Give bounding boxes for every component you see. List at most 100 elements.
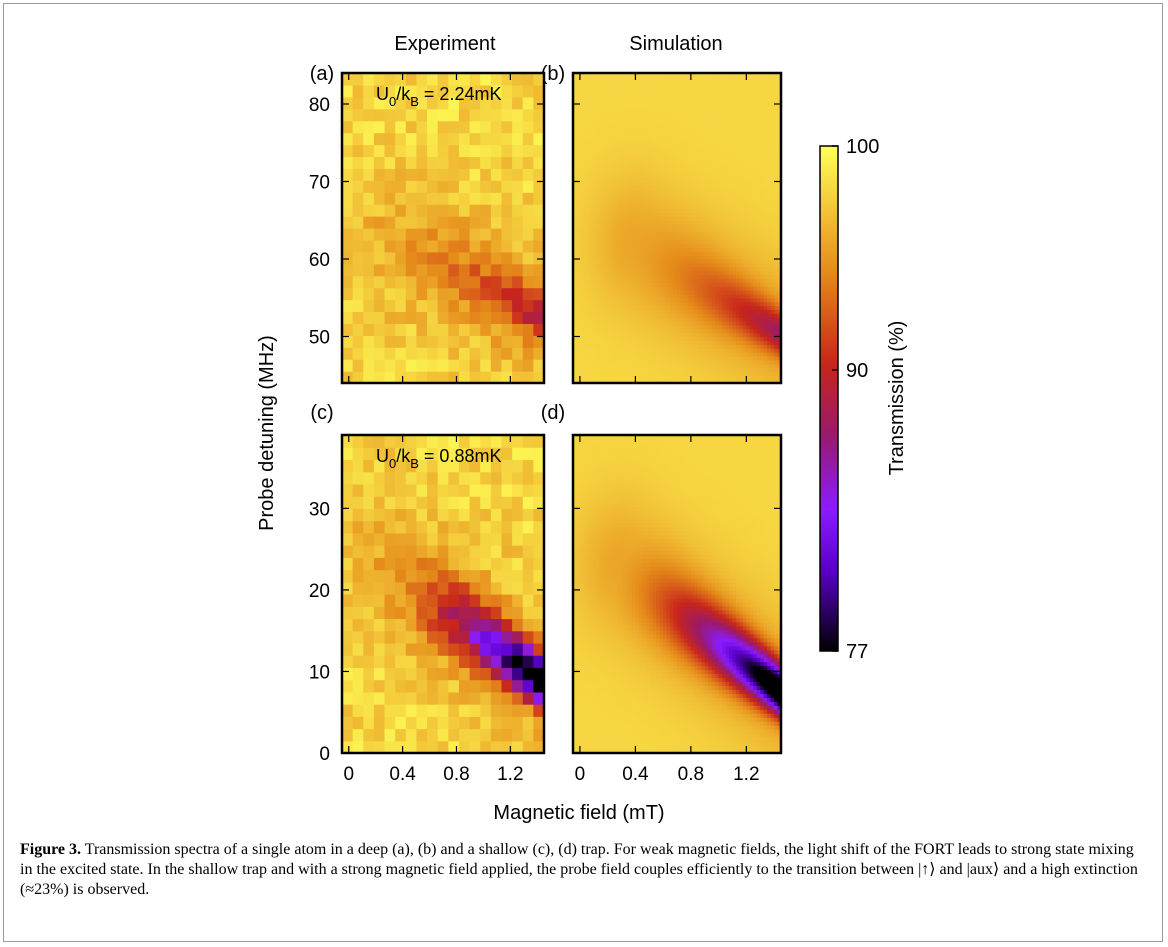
heatmap-cell bbox=[573, 119, 578, 124]
heatmap-cell bbox=[673, 270, 678, 276]
heatmap-cell bbox=[725, 231, 730, 237]
heatmap-cell bbox=[749, 135, 754, 140]
heatmap-cell bbox=[725, 344, 730, 349]
heatmap-cell bbox=[607, 231, 612, 237]
heatmap-cell bbox=[715, 162, 720, 167]
heatmap-cell bbox=[729, 104, 734, 109]
heatmap-cell bbox=[621, 142, 626, 148]
heatmap-cell bbox=[749, 251, 754, 256]
heatmap-cell bbox=[611, 111, 616, 117]
heatmap-cell bbox=[715, 290, 720, 295]
heatmap-cell bbox=[711, 266, 716, 272]
heatmap-cell bbox=[680, 123, 685, 128]
heatmap-cell bbox=[704, 371, 709, 376]
heatmap-cell bbox=[666, 324, 671, 330]
heatmap-cell bbox=[618, 340, 623, 345]
heatmap-cell bbox=[579, 293, 584, 299]
heatmap-cell bbox=[642, 321, 647, 326]
heatmap-cell bbox=[718, 80, 723, 86]
heatmap-cell bbox=[614, 146, 619, 152]
heatmap-cell bbox=[756, 104, 761, 109]
heatmap-cell bbox=[652, 177, 657, 183]
heatmap-cell bbox=[625, 150, 630, 155]
heatmap-cell bbox=[638, 328, 643, 334]
heatmap-cell bbox=[490, 335, 503, 348]
heatmap-cell bbox=[704, 158, 709, 163]
heatmap-cell bbox=[739, 255, 744, 260]
heatmap-cell bbox=[427, 335, 439, 348]
heatmap-cell bbox=[645, 293, 650, 299]
heatmap-cell bbox=[722, 348, 727, 353]
heatmap-cell bbox=[649, 336, 654, 341]
heatmap-cell bbox=[670, 328, 675, 334]
heatmap-cell bbox=[756, 173, 761, 179]
heatmap-cell bbox=[593, 189, 598, 194]
heatmap-cell bbox=[760, 119, 765, 124]
heatmap-cell bbox=[666, 135, 671, 140]
heatmap-cell bbox=[677, 177, 682, 183]
heatmap-cell bbox=[677, 73, 682, 78]
heatmap-cell bbox=[638, 181, 643, 186]
heatmap-cell bbox=[618, 352, 623, 357]
heatmap-cell bbox=[645, 297, 650, 303]
heatmap-cell bbox=[604, 127, 609, 132]
heatmap-cell bbox=[732, 212, 737, 217]
heatmap-cell bbox=[708, 282, 713, 287]
heatmap-cell bbox=[683, 274, 688, 279]
heatmap-cell bbox=[749, 371, 754, 376]
heatmap-cell bbox=[573, 286, 578, 291]
heatmap-cell bbox=[725, 313, 730, 318]
heatmap-cell bbox=[342, 275, 354, 289]
heatmap-cell bbox=[694, 282, 699, 287]
heatmap-cell bbox=[635, 208, 640, 214]
heatmap-cell bbox=[590, 379, 595, 383]
heatmap-cell bbox=[583, 73, 588, 78]
heatmap-cell bbox=[666, 235, 671, 241]
heatmap-cell bbox=[694, 142, 699, 148]
heatmap-cell bbox=[690, 107, 695, 113]
heatmap-cell bbox=[604, 270, 609, 276]
heatmap-cell bbox=[742, 100, 747, 105]
heatmap-cell bbox=[749, 235, 754, 241]
heatmap-cell bbox=[711, 76, 716, 82]
heatmap-cell bbox=[659, 270, 664, 276]
heatmap-cell bbox=[670, 367, 675, 372]
heatmap-cell bbox=[656, 88, 661, 93]
heatmap-cell bbox=[711, 212, 716, 217]
heatmap-cell bbox=[735, 127, 740, 132]
heatmap-cell bbox=[342, 287, 354, 301]
heatmap-cell bbox=[687, 243, 692, 248]
heatmap-cell bbox=[711, 367, 716, 372]
heatmap-cell bbox=[732, 162, 737, 167]
heatmap-cell bbox=[597, 239, 602, 245]
heatmap-cell bbox=[666, 185, 671, 190]
heatmap-cell bbox=[732, 154, 737, 159]
heatmap-cell bbox=[746, 189, 751, 194]
heatmap-cell bbox=[395, 73, 407, 86]
heatmap-cell bbox=[718, 367, 723, 372]
heatmap-cell bbox=[722, 185, 727, 190]
heatmap-cell bbox=[573, 131, 578, 136]
heatmap-cell bbox=[642, 305, 647, 310]
heatmap-cell bbox=[642, 278, 647, 283]
heatmap-cell bbox=[590, 76, 595, 82]
heatmap-cell bbox=[437, 108, 449, 122]
heatmap-cell bbox=[649, 344, 654, 349]
heatmap-cell bbox=[642, 239, 647, 245]
heatmap-cell bbox=[656, 274, 661, 279]
heatmap-cell bbox=[711, 231, 716, 237]
heatmap-cell bbox=[448, 156, 460, 169]
heatmap-cell bbox=[704, 317, 709, 322]
heatmap-cell bbox=[677, 185, 682, 190]
heatmap-cell bbox=[586, 189, 591, 194]
heatmap-cell bbox=[732, 278, 737, 283]
heatmap-cell bbox=[576, 135, 581, 140]
heatmap-cell bbox=[701, 158, 706, 163]
heatmap-cell bbox=[701, 348, 706, 353]
heatmap-cell bbox=[739, 367, 744, 372]
heatmap-cell bbox=[579, 352, 584, 357]
heatmap-cell bbox=[573, 138, 578, 144]
heatmap-cell bbox=[701, 344, 706, 349]
heatmap-cell bbox=[638, 344, 643, 349]
heatmap-cell bbox=[501, 96, 513, 110]
